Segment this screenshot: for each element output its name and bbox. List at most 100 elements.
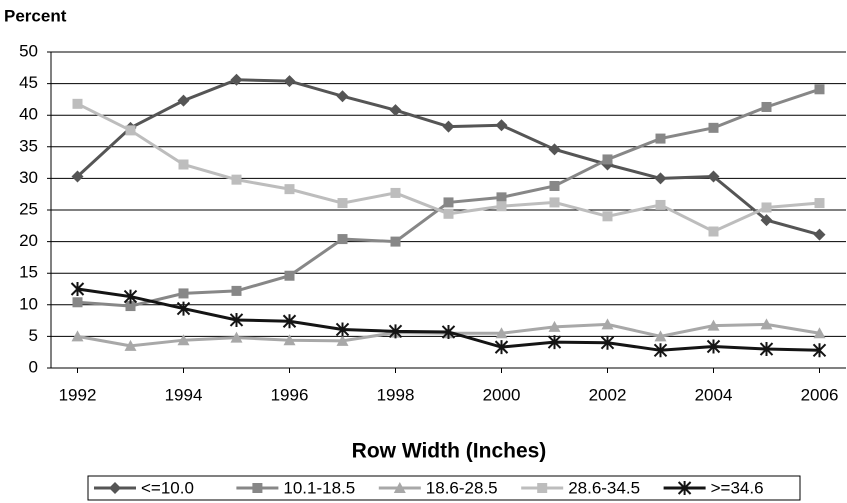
marker: [813, 327, 826, 339]
x-tick-label: 2004: [695, 385, 733, 404]
marker: [655, 133, 666, 144]
marker: [442, 120, 455, 133]
marker: [677, 481, 692, 495]
legend-label: 28.6-34.5: [568, 478, 640, 497]
marker: [443, 197, 454, 208]
marker: [335, 322, 350, 337]
x-tick-label: 1994: [165, 385, 203, 404]
marker: [177, 334, 190, 346]
marker: [655, 199, 666, 210]
y-axis-label: Percent: [4, 6, 67, 25]
marker: [390, 187, 401, 198]
legend-label: <=10.0: [141, 478, 194, 497]
marker: [760, 318, 773, 330]
marker: [70, 282, 85, 296]
legend-label: 18.6-28.5: [426, 478, 498, 497]
x-tick-label: 1996: [271, 385, 309, 404]
y-tick-label: 25: [19, 199, 38, 218]
marker: [229, 312, 244, 327]
marker: [761, 202, 772, 213]
marker: [231, 174, 242, 185]
marker: [72, 98, 83, 109]
marker: [813, 228, 826, 241]
x-tick-label: 2002: [589, 385, 627, 404]
marker: [707, 319, 720, 331]
marker: [812, 343, 827, 358]
y-tick-label: 10: [19, 294, 38, 313]
marker: [706, 339, 721, 354]
y-tick-label: 30: [19, 168, 38, 187]
marker: [336, 334, 349, 346]
marker: [389, 104, 402, 117]
x-axis-label: Row Width (Inches): [352, 440, 547, 463]
marker: [549, 197, 560, 208]
marker: [388, 324, 403, 339]
marker: [494, 340, 509, 355]
marker: [707, 170, 720, 183]
marker: [336, 90, 349, 103]
marker: [441, 324, 456, 339]
marker: [654, 330, 667, 342]
marker: [760, 214, 773, 227]
marker: [495, 327, 508, 339]
marker: [759, 342, 774, 357]
y-tick-label: 0: [29, 357, 38, 376]
marker: [124, 339, 137, 351]
marker: [549, 180, 560, 191]
marker: [337, 234, 348, 245]
y-tick-label: 50: [19, 41, 38, 60]
x-tick-label: 1998: [377, 385, 415, 404]
marker: [653, 343, 668, 358]
marker: [337, 198, 348, 209]
marker: [177, 94, 190, 107]
y-tick-label: 45: [19, 73, 38, 92]
marker: [125, 125, 136, 136]
marker: [282, 314, 297, 329]
marker: [230, 331, 243, 343]
marker: [814, 84, 825, 95]
marker: [178, 159, 189, 170]
marker: [547, 335, 562, 350]
marker: [252, 483, 263, 493]
marker: [178, 288, 189, 299]
marker: [761, 101, 772, 112]
x-tick-label: 1992: [59, 385, 97, 404]
marker: [443, 208, 454, 219]
marker: [601, 318, 614, 330]
marker: [393, 482, 406, 493]
y-tick-label: 5: [29, 326, 38, 345]
marker: [600, 335, 615, 350]
marker: [390, 236, 401, 247]
legend-label: 10.1-18.5: [283, 478, 355, 497]
y-tick-label: 20: [19, 231, 38, 250]
marker: [708, 226, 719, 237]
marker: [71, 170, 84, 183]
marker: [814, 198, 825, 209]
marker: [284, 270, 295, 281]
marker: [537, 483, 548, 493]
x-tick-label: 2000: [483, 385, 521, 404]
marker: [496, 192, 507, 203]
marker: [283, 75, 296, 88]
y-tick-label: 15: [19, 263, 38, 282]
legend-label: >=34.6: [711, 478, 764, 497]
marker: [125, 301, 136, 312]
marker: [496, 201, 507, 212]
marker: [109, 482, 121, 494]
marker: [284, 184, 295, 195]
marker: [283, 334, 296, 346]
marker: [231, 285, 242, 296]
marker: [72, 297, 83, 308]
marker: [548, 320, 561, 332]
marker: [602, 154, 613, 165]
y-tick-label: 35: [19, 136, 38, 155]
marker: [495, 119, 508, 132]
marker: [654, 172, 667, 185]
marker: [708, 122, 719, 133]
marker: [123, 289, 138, 304]
marker: [230, 73, 243, 86]
marker: [176, 301, 191, 316]
marker: [548, 143, 561, 156]
marker: [71, 330, 84, 342]
